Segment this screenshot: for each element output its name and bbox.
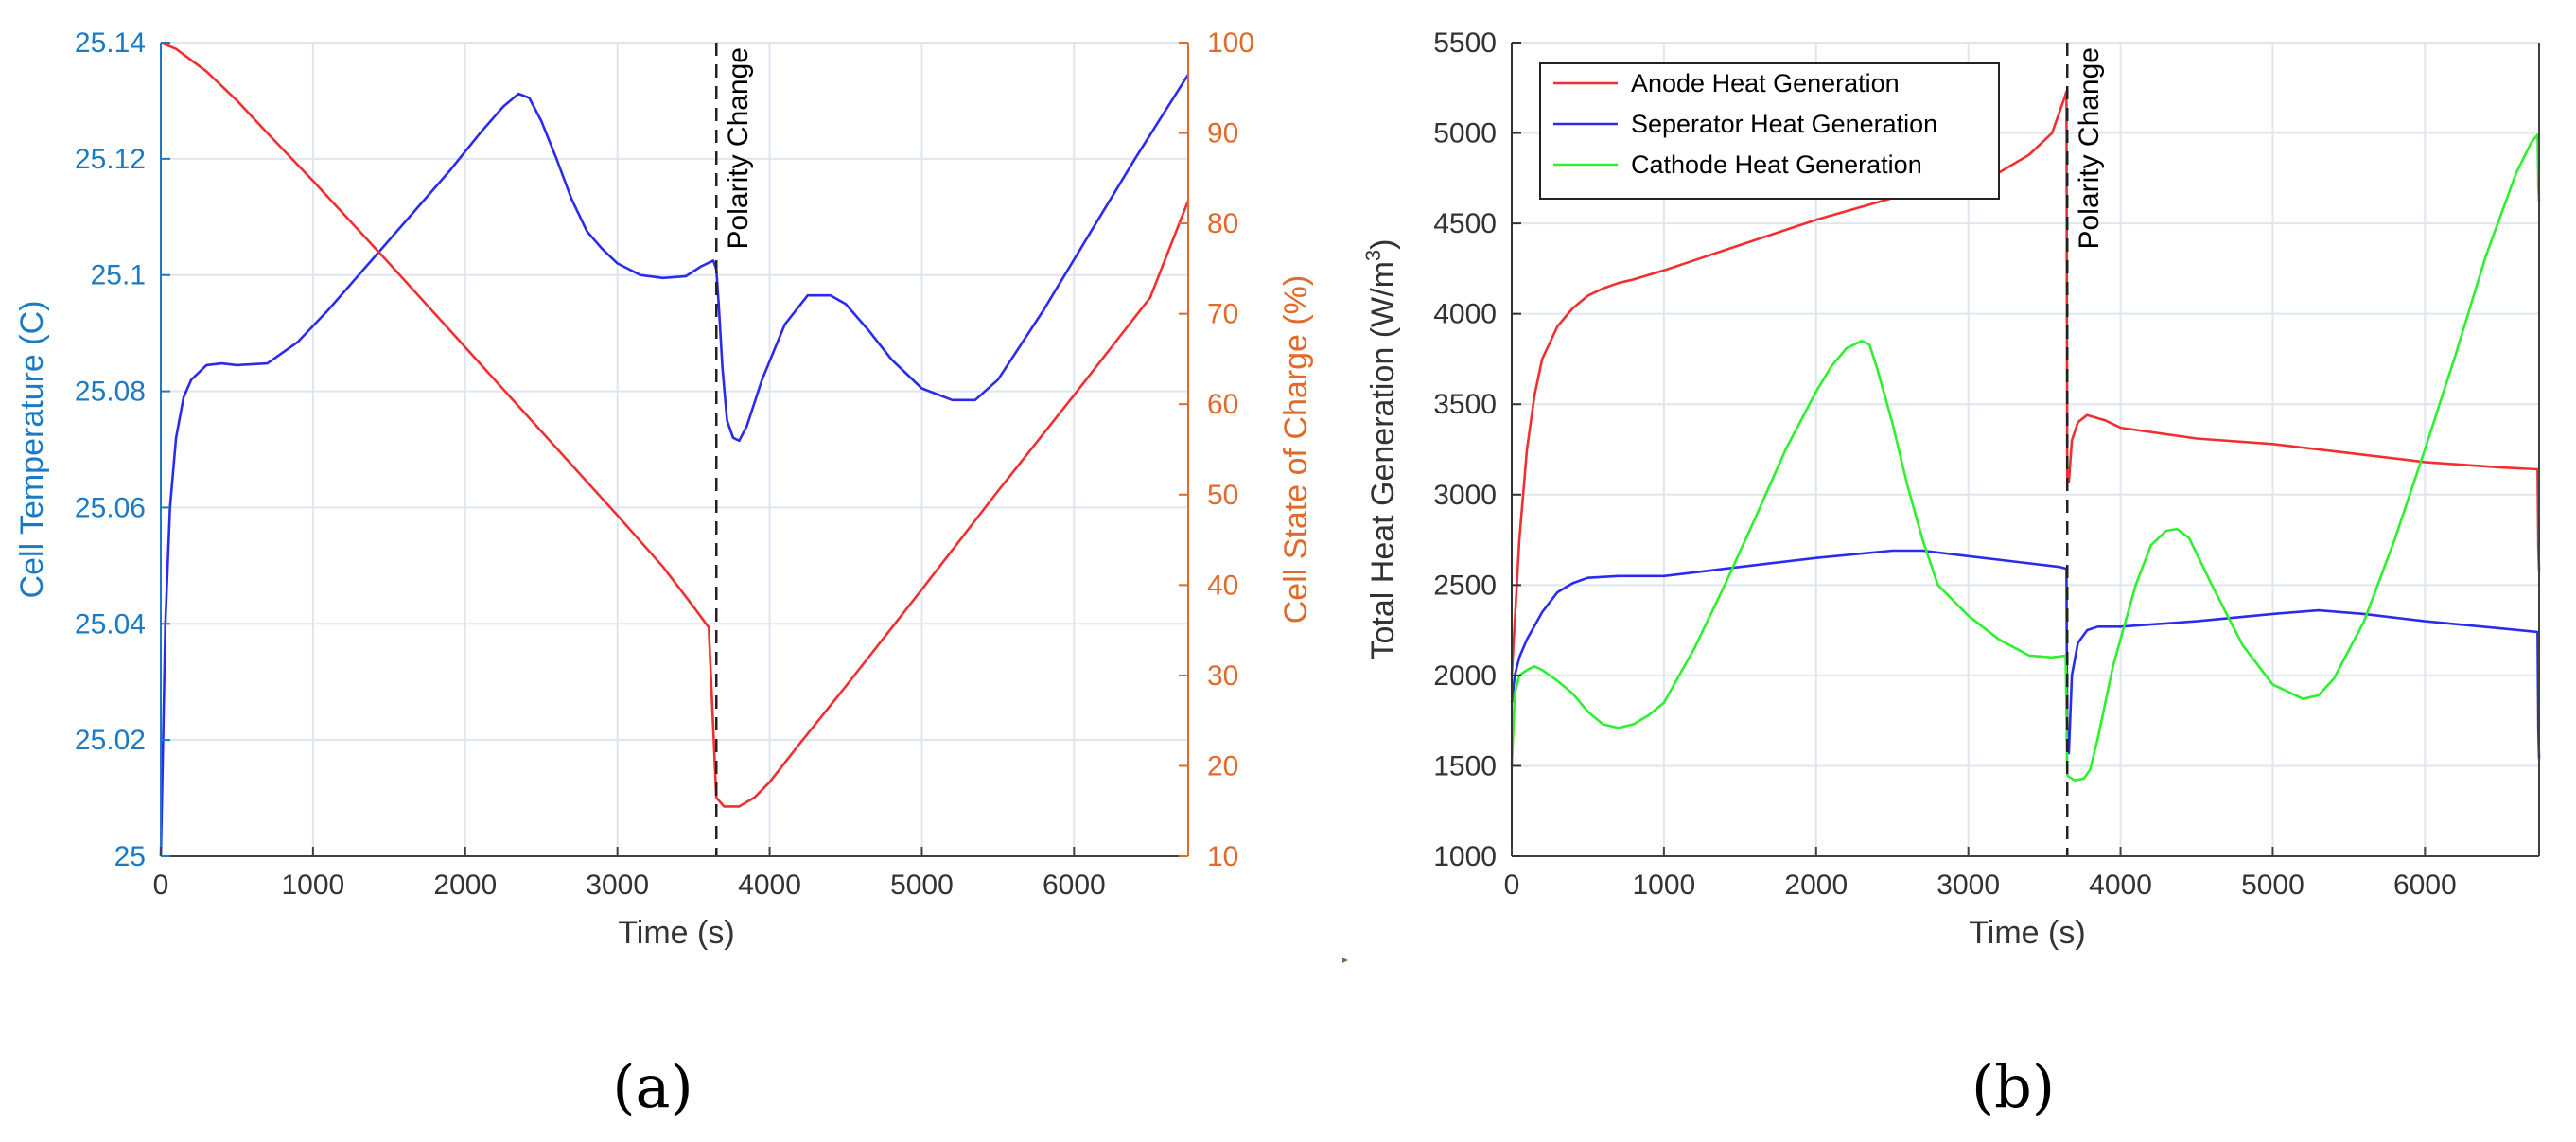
y-right-tick-label: 30 bbox=[1207, 660, 1238, 692]
x-tick-label: 0 bbox=[153, 870, 169, 901]
y-tick-label: 25.06 bbox=[75, 492, 146, 523]
y-tick-label: 5500 bbox=[1433, 27, 1497, 59]
panel-label: (b) bbox=[1971, 1052, 2055, 1121]
y-tick-label: 2000 bbox=[1433, 660, 1497, 692]
y-tick-label: 2500 bbox=[1433, 570, 1497, 601]
x-tick-label: 4000 bbox=[2089, 870, 2152, 901]
x-tick-label: 2000 bbox=[1784, 870, 1848, 901]
y-tick-label: 25.08 bbox=[75, 377, 146, 408]
y-right-tick-label: 60 bbox=[1207, 389, 1238, 420]
y-axis-label: Total Heat Generation (W/m3) bbox=[1361, 239, 1401, 660]
y-tick-label: 25.1 bbox=[91, 260, 146, 291]
x-tick-label: 2000 bbox=[433, 870, 497, 901]
legend-label: Seperator Heat Generation bbox=[1631, 110, 1937, 138]
series-line-soc_line bbox=[160, 41, 1190, 808]
x-tick-label: 4000 bbox=[738, 870, 801, 901]
x-tick-label: 0 bbox=[1504, 870, 1520, 901]
y-axis-label-close: ) bbox=[1365, 239, 1401, 250]
legend-label: Cathode Heat Generation bbox=[1631, 150, 1922, 179]
y-axis-label-text: Total Heat Generation (W/m bbox=[1365, 261, 1401, 659]
x-tick-label: 3000 bbox=[1936, 870, 2000, 901]
x-tick-label: 3000 bbox=[586, 870, 649, 901]
panel-label: (a) bbox=[612, 1052, 692, 1121]
y-tick-label: 3000 bbox=[1433, 480, 1497, 511]
x-tick-label: 5000 bbox=[2241, 870, 2304, 901]
y-right-tick-label: 20 bbox=[1207, 750, 1238, 782]
y-axis-label-superscript: 3 bbox=[1361, 250, 1385, 261]
y-right-tick-label: 70 bbox=[1207, 299, 1238, 330]
y-tick-label: 25.02 bbox=[75, 725, 146, 756]
x-tick-label: 6000 bbox=[1043, 870, 1106, 901]
y-right-tick-label: 10 bbox=[1207, 841, 1238, 872]
series-line-temp_line bbox=[159, 74, 1190, 857]
polarity-change-label: Polarity Change bbox=[723, 47, 754, 249]
legend-box bbox=[1539, 62, 2000, 200]
y-right-tick-label: 100 bbox=[1207, 27, 1254, 59]
stray-mark bbox=[1342, 958, 1348, 963]
y-right-tick-label: 90 bbox=[1207, 118, 1238, 149]
y-tick-label: 5000 bbox=[1433, 118, 1497, 149]
y-tick-label: 25.04 bbox=[75, 608, 146, 640]
x-axis-label: Time (s) bbox=[618, 915, 734, 951]
y-right-tick-label: 40 bbox=[1207, 570, 1238, 601]
y-tick-label: 25.14 bbox=[75, 27, 146, 59]
y-tick-label: 4000 bbox=[1433, 299, 1497, 330]
series-line-anode bbox=[1510, 90, 2541, 676]
series-line-cathode bbox=[1510, 133, 2541, 782]
y-tick-label: 3500 bbox=[1433, 389, 1497, 420]
y-axis-label-right: Cell State of Charge (%) bbox=[1278, 275, 1314, 624]
x-tick-label: 6000 bbox=[2393, 870, 2457, 901]
x-tick-label: 5000 bbox=[890, 870, 954, 901]
y-tick-label: 25.12 bbox=[75, 144, 146, 175]
polarity-change-label: Polarity Change bbox=[2074, 47, 2105, 249]
chart-a: Polarity Change 0 1000 2000 3000 4000 5000 6000… bbox=[14, 27, 1314, 1121]
y-tick-label: 1000 bbox=[1433, 841, 1497, 872]
y-axis-label: Cell Temperature (C) bbox=[14, 301, 50, 599]
series-line-separator bbox=[1510, 549, 2541, 759]
x-tick-label: 1000 bbox=[282, 870, 345, 901]
y-right-tick-label: 50 bbox=[1207, 480, 1238, 511]
legend-label: Anode Heat Generation bbox=[1631, 69, 1900, 97]
y-right-tick-label: 80 bbox=[1207, 208, 1238, 239]
y-tick-label: 4500 bbox=[1433, 208, 1497, 239]
y-tick-label: 25 bbox=[114, 841, 146, 872]
x-tick-label: 1000 bbox=[1633, 870, 1696, 901]
y-axis-label-text: Cell Temperature (C) bbox=[14, 301, 50, 599]
y-tick-label: 1500 bbox=[1433, 750, 1497, 782]
x-axis-label: Time (s) bbox=[1969, 915, 2085, 951]
